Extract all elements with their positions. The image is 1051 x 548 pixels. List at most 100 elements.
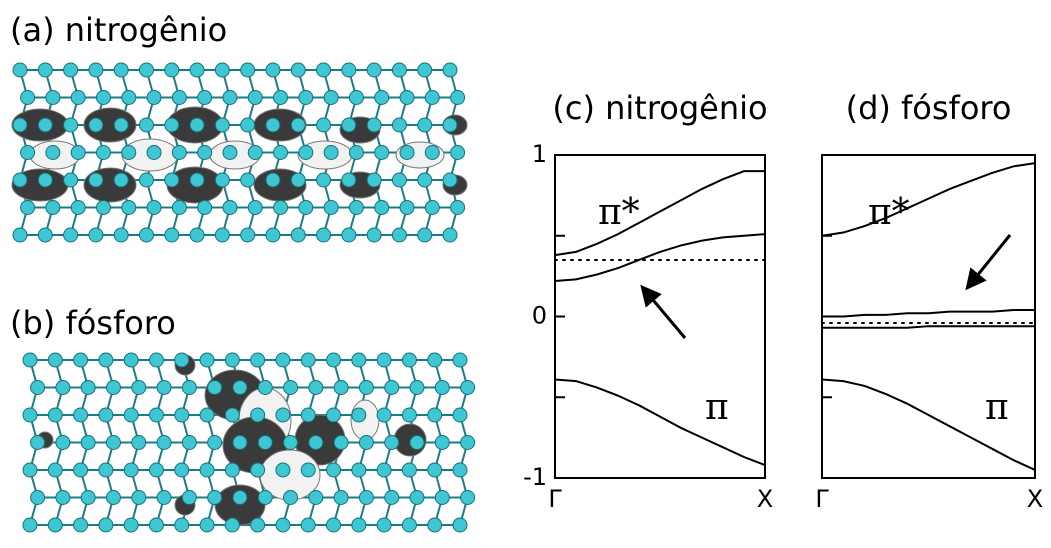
atom: [257, 435, 273, 450]
atom: [298, 90, 314, 105]
atom: [73, 517, 89, 533]
atom: [80, 380, 96, 395]
atom: [450, 200, 466, 215]
atom: [275, 407, 291, 423]
atom: [95, 145, 111, 160]
atom: [358, 490, 374, 505]
atom: [247, 90, 263, 105]
x-tick-label: X: [1027, 485, 1043, 513]
atom: [427, 352, 443, 368]
atom: [174, 352, 190, 368]
atom: [452, 462, 468, 478]
atom: [316, 172, 332, 188]
atom: [308, 435, 324, 450]
arrow: [965, 234, 1012, 291]
atom: [123, 407, 139, 423]
atom: [63, 62, 79, 78]
atom: [374, 90, 390, 105]
atom: [460, 435, 476, 450]
atom: [265, 62, 281, 78]
atom: [265, 117, 281, 133]
atom: [45, 200, 61, 215]
atom: [47, 352, 63, 368]
atom: [156, 380, 172, 395]
atom: [247, 145, 263, 160]
atom: [148, 517, 164, 533]
atom: [63, 172, 79, 188]
atom: [20, 145, 36, 160]
atom: [55, 380, 71, 395]
atom: [323, 90, 339, 105]
plot-frame: [554, 154, 766, 479]
atom: [283, 490, 299, 505]
atom: [308, 490, 324, 505]
atom: [290, 117, 306, 133]
atom: [113, 172, 129, 188]
atom: [417, 227, 433, 243]
atom: [80, 490, 96, 505]
atom: [376, 407, 392, 423]
atom: [80, 435, 96, 450]
atom: [427, 462, 443, 478]
atom: [323, 200, 339, 215]
atom: [452, 407, 468, 423]
atom: [366, 227, 382, 243]
atom: [257, 380, 273, 395]
atom: [300, 462, 316, 478]
atom: [73, 462, 89, 478]
annotation: π: [985, 387, 1009, 428]
atom: [384, 490, 400, 505]
atom: [326, 407, 342, 423]
atom: [348, 90, 364, 105]
band-line: [554, 233, 766, 282]
atom: [131, 490, 147, 505]
atom: [95, 90, 111, 105]
atom: [333, 435, 349, 450]
atom: [224, 462, 240, 478]
atom: [326, 462, 342, 478]
atom: [12, 117, 28, 133]
atom: [55, 490, 71, 505]
atom: [351, 517, 367, 533]
atom: [189, 117, 205, 133]
atom: [37, 227, 53, 243]
atom: [181, 490, 197, 505]
atom: [70, 145, 86, 160]
atom: [376, 462, 392, 478]
band-line: [554, 170, 766, 257]
atom: [348, 145, 364, 160]
atom: [146, 90, 162, 105]
atom: [401, 352, 417, 368]
atom: [427, 517, 443, 533]
atom: [73, 407, 89, 423]
atom: [199, 352, 215, 368]
atom: [207, 435, 223, 450]
atom: [171, 145, 187, 160]
atom: [417, 117, 433, 133]
atom: [351, 462, 367, 478]
atom: [146, 145, 162, 160]
atom: [45, 145, 61, 160]
atom: [273, 200, 289, 215]
atom: [391, 172, 407, 188]
atom: [424, 90, 440, 105]
panel-label: (a) nitrogênio: [10, 11, 227, 49]
atom: [417, 62, 433, 78]
atom: [148, 352, 164, 368]
atom: [283, 435, 299, 450]
atom: [37, 117, 53, 133]
atom: [460, 380, 476, 395]
atom: [88, 172, 104, 188]
atom: [156, 490, 172, 505]
atom: [333, 490, 349, 505]
atom: [73, 352, 89, 368]
atom: [434, 435, 450, 450]
atom: [22, 517, 38, 533]
atom: [224, 517, 240, 533]
atom: [290, 62, 306, 78]
atom: [148, 407, 164, 423]
atom: [452, 352, 468, 368]
atom: [20, 90, 36, 105]
atom: [30, 490, 46, 505]
